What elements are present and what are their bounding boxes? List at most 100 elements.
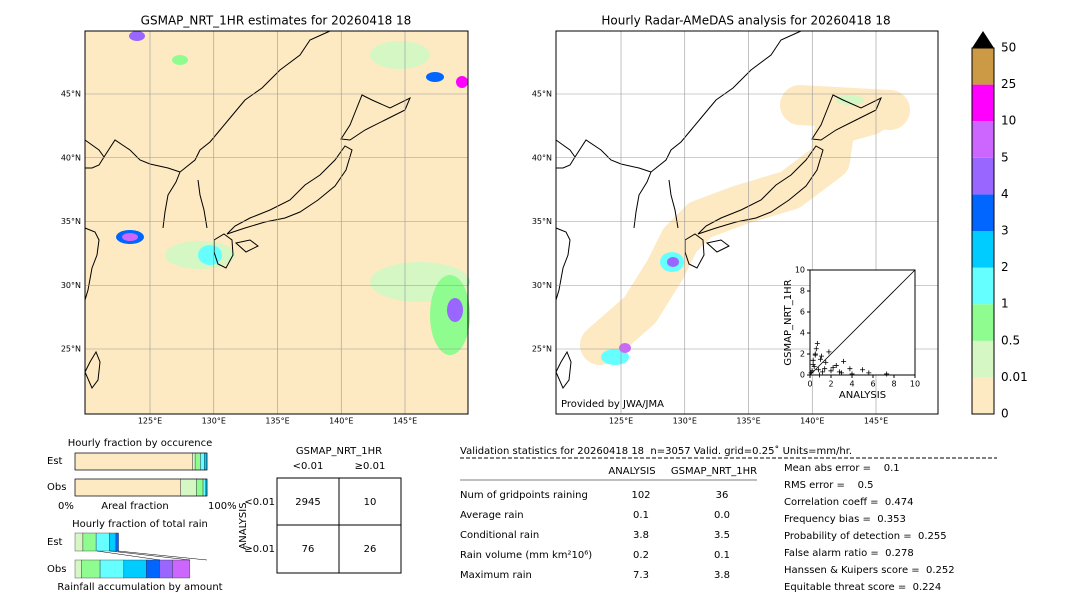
colorbar-label: 2 [1001,260,1009,274]
fraction-segment [109,532,117,552]
rain-area [122,233,138,241]
fraction-segment [123,559,147,579]
point [819,353,825,359]
rain-area [836,95,864,105]
fraction-segment [82,532,97,552]
y-tick-label: 10 [795,266,805,275]
colorbar-label: 1 [1001,297,1009,311]
lon-label: 140°E [329,417,353,426]
cell: 3.8 [633,530,649,541]
table-cell: 76 [302,544,315,555]
analysis-area [780,85,910,130]
rain-area [619,343,631,353]
side-label: ANALYSIS [238,502,249,549]
table-cell: 2945 [295,497,320,508]
point [841,358,847,364]
rain-area [172,55,188,65]
score: Mean abs error = 0.1 [784,463,900,474]
table-title: GSMAP_NRT_1HR [296,446,382,457]
lat-label: 30°N [61,281,81,290]
cell: 7.3 [633,570,649,581]
lat-label: 40°N [532,153,552,162]
rain-area [456,76,468,88]
point [816,372,822,378]
colorbar-segment [972,267,994,305]
left-map [84,30,470,414]
fraction-segment [194,452,201,471]
score: Equitable threat score = 0.224 [784,582,941,593]
rain-area [198,245,222,265]
row-label: Conditional rain [460,530,539,541]
fraction-segment [74,478,181,497]
bar-frame [74,478,208,497]
cell: 3.8 [714,570,730,581]
fraction-segment [99,559,125,579]
y-tick-label: 2 [800,350,805,359]
point [839,370,844,376]
colorbar-segment [972,194,994,231]
lon-label: 145°E [393,417,417,426]
col-label: <0.01 [293,461,324,472]
point [810,362,816,367]
colorbar-segment [972,84,994,122]
fraction-segment [204,452,208,471]
cell: 0.1 [714,550,730,561]
y-tick-label: 4 [800,329,805,338]
point [813,346,819,352]
lon-label: 145°E [864,417,888,426]
point [826,349,832,355]
y-axis-label: GSMAP_NRT_1HR [783,279,794,365]
lat-label: 25°N [61,345,81,354]
colorbar-frame [971,47,995,415]
rain-area [370,41,430,69]
score: Hanssen & Kuipers score = 0.252 [784,565,955,576]
cell: 0.2 [633,550,649,561]
colorbar-label: 3 [1001,224,1009,238]
rain-area [447,298,463,322]
lat-label: 35°N [532,217,552,226]
col-label: ANALYSIS [608,466,655,477]
cell: 102 [631,490,650,501]
colorbar-segment [972,121,994,158]
colorbar-label: 10 [1001,114,1016,128]
point [847,366,853,372]
colorbar-label: 0 [1001,407,1009,421]
right-map-title: Hourly Radar-AMeDAS analysis for 2026041… [601,14,890,28]
point [833,363,839,369]
point [866,370,872,376]
row-label: <0.01 [244,497,275,508]
colorbar-segment [972,340,994,378]
x-tick-label: 2 [828,380,833,389]
x-tick-label: 10 [910,380,920,389]
lon-label: 130°E [202,417,226,426]
fraction-segment [172,559,191,579]
axis-right: 100% [208,501,237,512]
score: Correlation coeff = 0.474 [784,497,914,508]
row-label: Rain volume (mm km²10⁶) [460,550,592,561]
colorbar-label: 25 [1001,77,1016,91]
point [828,368,834,374]
point [811,364,817,370]
colorbar-segment [972,157,994,195]
axis-mid: Areal fraction [101,501,168,512]
rain-area [667,257,679,267]
occurrence-title: Hourly fraction by occurence [68,438,212,449]
lat-label: 25°N [532,345,552,354]
point [814,341,820,346]
row-label: Obs [47,482,66,493]
validation-header: Validation statistics for 20260418 18 n=… [460,445,852,457]
map-background [85,31,468,414]
x-tick-label: 4 [849,380,854,389]
lon-label: 135°E [265,417,289,426]
map-frame [555,30,939,415]
point [860,367,865,373]
colorbar-segment [972,231,994,268]
table-cell: 10 [364,497,377,508]
y-tick-label: 6 [800,308,805,317]
row-label: ≥0.01 [244,544,275,555]
table-cell: 26 [364,544,377,555]
colorbar-segment [972,304,994,341]
diagonal [809,269,916,376]
colorbar-label: 0.01 [1001,370,1028,384]
